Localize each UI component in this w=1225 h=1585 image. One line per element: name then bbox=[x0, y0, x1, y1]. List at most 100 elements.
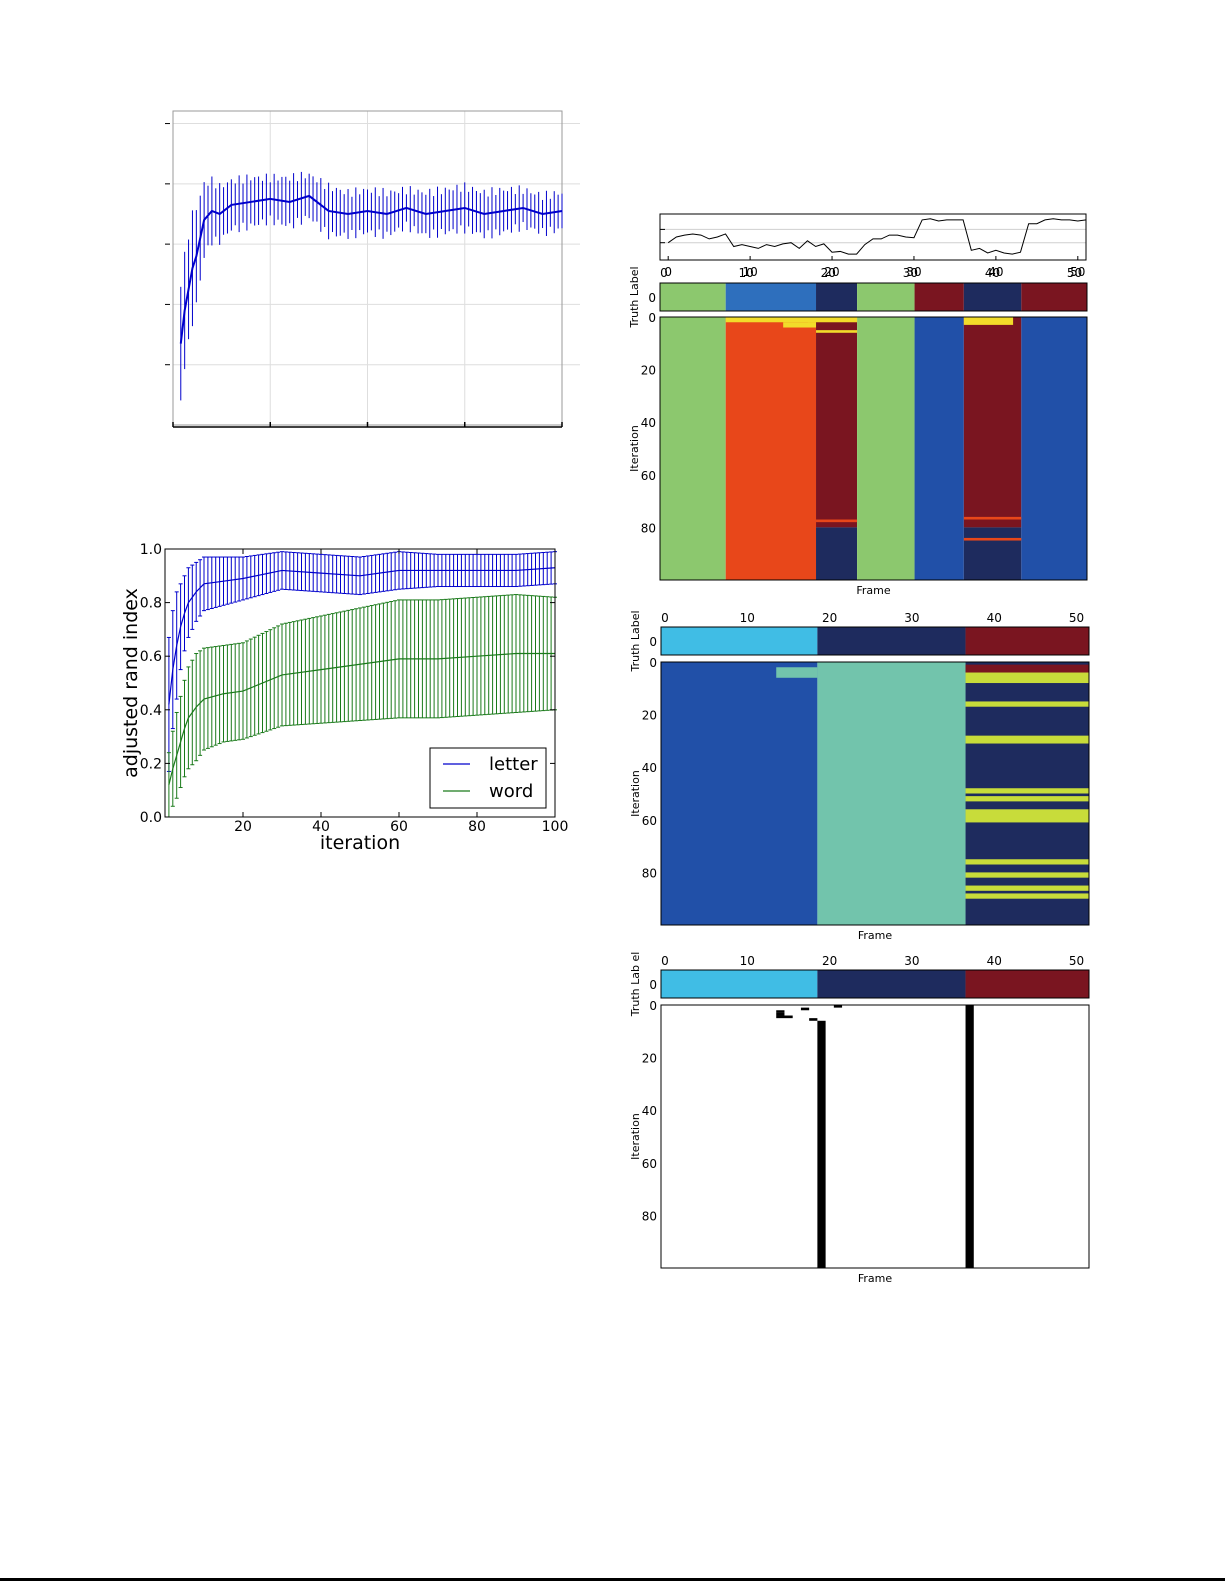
iteration-block bbox=[914, 317, 964, 580]
y-tick-label: 20 bbox=[641, 364, 656, 378]
y-axis-label: Iteration bbox=[629, 1113, 642, 1160]
truth-segment bbox=[661, 970, 818, 998]
iteration-block bbox=[816, 317, 858, 528]
iteration-block bbox=[800, 1007, 810, 1011]
x-tick-label: 20 bbox=[824, 265, 839, 279]
heatmap-frame bbox=[660, 1004, 1090, 1269]
iteration-block bbox=[661, 662, 818, 925]
truth-segment bbox=[817, 627, 966, 655]
heatmap-frame bbox=[659, 316, 1088, 581]
iteration-block bbox=[963, 516, 1022, 520]
iteration-block bbox=[965, 1005, 974, 1268]
truth-segment bbox=[661, 627, 818, 655]
y-tick-label: 0.2 bbox=[140, 756, 162, 772]
x-tick-label: 20 bbox=[822, 611, 837, 625]
x-tick-label: 40 bbox=[985, 266, 1000, 280]
iteration-block bbox=[816, 527, 858, 580]
x-tick-label: 0 bbox=[661, 954, 669, 968]
x-tick-label: 10 bbox=[738, 266, 753, 280]
x-tick-label: 0 bbox=[660, 266, 668, 280]
iteration-block bbox=[963, 537, 1022, 541]
truth-y-label: Truth Lab el bbox=[629, 952, 642, 1018]
x-tick-label: 30 bbox=[904, 611, 919, 625]
iteration-block bbox=[776, 1012, 785, 1016]
y-tick-label: 80 bbox=[641, 521, 656, 535]
heatmap-frame bbox=[660, 661, 1090, 926]
y-tick-label: 0 bbox=[649, 656, 657, 670]
y-tick-label: 20 bbox=[642, 709, 657, 723]
y-axis-label: Iteration bbox=[628, 425, 641, 472]
iteration-block bbox=[809, 1018, 818, 1021]
truth-segment bbox=[725, 283, 817, 311]
y-tick-label: 1.0 bbox=[140, 542, 162, 558]
iteration-block bbox=[783, 322, 817, 328]
iteration-block bbox=[816, 519, 858, 523]
y-tick-label: 60 bbox=[642, 1157, 657, 1171]
x-axis-label: Frame bbox=[858, 1272, 893, 1285]
x-tick-label: 100 bbox=[542, 819, 569, 835]
plot-frame bbox=[164, 548, 556, 818]
x-tick-label: 20 bbox=[234, 819, 252, 835]
iteration-block bbox=[965, 664, 1089, 673]
signal-line bbox=[667, 218, 1087, 255]
legend-label-word: word bbox=[489, 781, 533, 802]
x-tick-label: 50 bbox=[1069, 611, 1084, 625]
x-tick-label: 10 bbox=[740, 611, 755, 625]
x-tick-label: 30 bbox=[906, 265, 921, 279]
truth-segment bbox=[857, 283, 915, 311]
iteration-block bbox=[725, 317, 817, 580]
iteration-block bbox=[807, 317, 858, 323]
truth-segment bbox=[965, 970, 1089, 998]
legend-box bbox=[429, 747, 547, 809]
iteration-block bbox=[817, 1020, 826, 1268]
truth-frame bbox=[660, 626, 1090, 656]
y-tick-label: 0.4 bbox=[140, 703, 162, 719]
y-tick-label: 80 bbox=[642, 1209, 657, 1223]
y-tick-label: 40 bbox=[642, 761, 657, 775]
x-tick-label: 50 bbox=[1067, 266, 1082, 280]
x-tick-label: 20 bbox=[822, 954, 837, 968]
iteration-block bbox=[965, 735, 1089, 744]
truth-y-label: Truth Label bbox=[628, 266, 641, 328]
y-axis-label: Iteration bbox=[629, 770, 642, 817]
iteration-block bbox=[965, 809, 1089, 823]
truth-segment bbox=[965, 627, 1089, 655]
iteration-block bbox=[965, 859, 1089, 865]
iteration-block bbox=[965, 788, 1089, 794]
y-tick-label: 80 bbox=[642, 866, 657, 880]
x-tick-label: 50 bbox=[1069, 954, 1084, 968]
x-tick-label: 50 bbox=[1070, 265, 1085, 279]
iteration-block bbox=[776, 667, 818, 678]
iteration-block bbox=[965, 701, 1089, 707]
truth-y-label: Truth Label bbox=[629, 610, 642, 672]
legend-label-letter: letter bbox=[489, 754, 538, 775]
x-tick-label: 20 bbox=[821, 266, 836, 280]
y-tick-label: 0 bbox=[648, 311, 656, 325]
iteration-block bbox=[816, 330, 858, 333]
truth-y-tick-label: 0 bbox=[649, 635, 657, 649]
x-tick-label: 10 bbox=[740, 954, 755, 968]
x-tick-label: 60 bbox=[390, 819, 408, 835]
iteration-block bbox=[963, 317, 1014, 325]
y-tick-label: 0 bbox=[649, 999, 657, 1013]
x-tick-label: 80 bbox=[468, 819, 486, 835]
iteration-block bbox=[776, 1010, 785, 1013]
truth-y-tick-label: 0 bbox=[649, 978, 657, 992]
y-axis-label: adjusted rand index bbox=[120, 588, 142, 778]
iteration-block bbox=[965, 893, 1089, 899]
x-tick-label: 0 bbox=[664, 265, 672, 279]
truth-frame bbox=[659, 282, 1088, 312]
iteration-block bbox=[1021, 317, 1087, 580]
x-tick-label: 40 bbox=[987, 611, 1002, 625]
iteration-block bbox=[965, 885, 1089, 891]
x-tick-label: 40 bbox=[988, 265, 1003, 279]
x-tick-label: 40 bbox=[987, 954, 1002, 968]
iteration-block bbox=[857, 317, 915, 580]
x-axis-label: Frame bbox=[858, 929, 893, 942]
iteration-block bbox=[965, 872, 1089, 878]
truth-segment bbox=[914, 283, 964, 311]
x-tick-label: 10 bbox=[742, 265, 757, 279]
x-axis-label: Frame bbox=[856, 584, 891, 597]
iteration-block bbox=[963, 317, 1022, 528]
